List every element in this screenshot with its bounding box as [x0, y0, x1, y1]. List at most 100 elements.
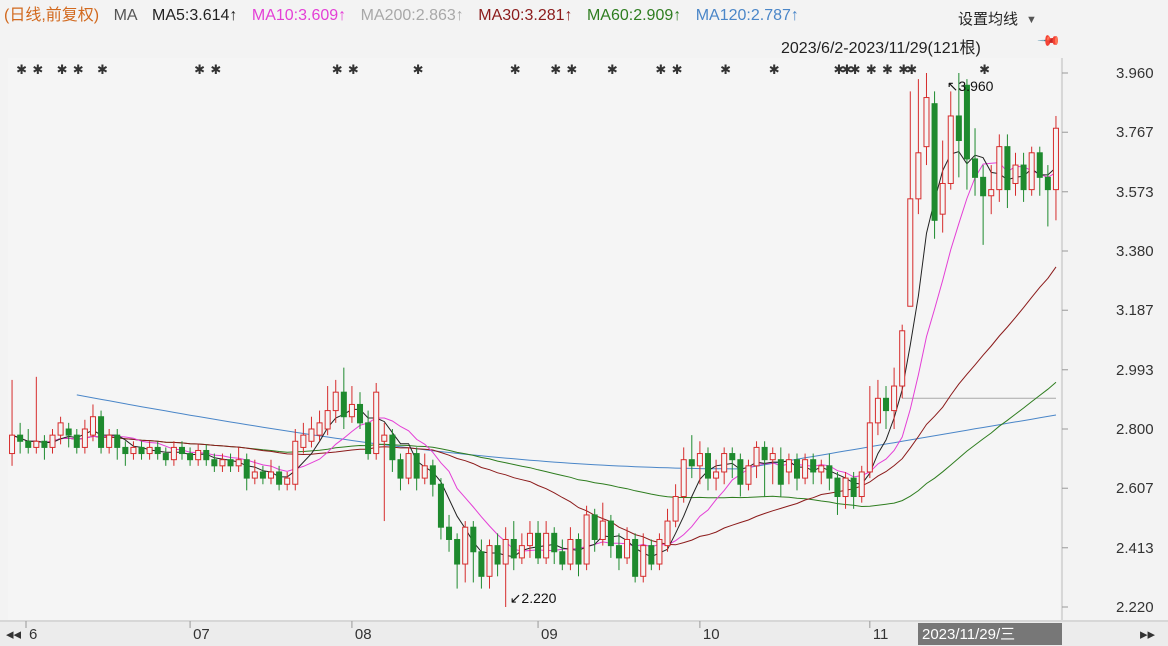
candle	[340, 367, 347, 429]
candle	[292, 429, 299, 491]
candle	[98, 410, 105, 454]
candle	[696, 441, 703, 485]
candle-body	[850, 477, 857, 498]
candle	[793, 453, 801, 491]
candle-body	[316, 422, 323, 436]
candle	[73, 429, 80, 454]
candle	[721, 447, 728, 485]
candle	[130, 441, 137, 460]
candle	[65, 422, 72, 448]
candle	[567, 527, 574, 571]
ma120-line	[76, 394, 1057, 470]
event-marker-icon: ✱	[866, 62, 877, 77]
candle	[745, 459, 752, 491]
candle	[462, 521, 469, 583]
candle	[559, 539, 566, 571]
candle-body	[106, 434, 113, 448]
event-marker-icon: ✱	[73, 62, 84, 77]
candle	[49, 429, 56, 454]
candle	[648, 539, 655, 571]
candle	[89, 404, 96, 442]
candle-body	[996, 146, 1003, 191]
candle-body	[737, 459, 744, 485]
candle	[470, 521, 477, 583]
candle	[122, 441, 129, 466]
candle	[1028, 146, 1035, 196]
candle	[324, 386, 331, 436]
candle	[899, 324, 906, 399]
y-tick-label: 2.607	[1116, 480, 1154, 497]
candle-body	[162, 453, 169, 461]
candle-body	[1036, 152, 1043, 178]
candle	[583, 505, 590, 571]
candle	[551, 527, 558, 565]
candle-body	[607, 520, 614, 547]
candle-body	[146, 446, 153, 455]
candle	[41, 435, 48, 460]
candle	[300, 422, 307, 454]
candle-body	[826, 465, 833, 479]
candle-body	[915, 152, 922, 200]
y-tick-label: 3.187	[1116, 302, 1154, 319]
candle-body	[138, 446, 145, 455]
candle	[381, 422, 388, 522]
candle-body	[559, 551, 566, 565]
candle-body	[235, 459, 242, 467]
candle-body	[65, 428, 72, 436]
candle-body	[122, 446, 129, 455]
candle	[357, 392, 364, 429]
candle	[777, 447, 784, 497]
candle	[891, 367, 898, 429]
candle	[818, 459, 825, 485]
candle	[939, 140, 946, 233]
candle	[486, 539, 493, 589]
candle	[599, 502, 606, 546]
y-tick-label: 2.413	[1116, 540, 1154, 557]
candle-body	[535, 532, 542, 559]
candle-body	[777, 459, 784, 485]
candle	[1036, 146, 1043, 196]
candle	[348, 386, 355, 423]
candle	[1004, 134, 1011, 209]
legend-ma: MA	[113, 7, 138, 24]
candle	[243, 453, 250, 491]
candle	[802, 453, 809, 485]
candle	[308, 416, 315, 448]
candle-body	[753, 446, 760, 467]
candle	[276, 465, 283, 491]
candle	[963, 79, 970, 190]
candle	[146, 441, 153, 460]
candle-body	[89, 416, 96, 436]
event-marker-icon: ✱	[720, 62, 731, 77]
candle-body	[292, 440, 299, 485]
candle-body	[98, 416, 105, 448]
candle	[421, 453, 428, 485]
candle	[713, 459, 720, 491]
candle-body	[284, 477, 291, 485]
candle	[826, 453, 833, 491]
candle-body	[713, 471, 720, 479]
candle-body	[664, 520, 671, 547]
candle-body	[680, 459, 687, 498]
candle	[1052, 115, 1059, 221]
candle-body	[567, 538, 574, 565]
candle	[251, 459, 258, 485]
candle-body	[41, 440, 48, 448]
candle	[227, 453, 234, 472]
candle-body	[154, 446, 161, 455]
candle-body	[972, 158, 979, 178]
candle	[195, 444, 202, 466]
candle	[219, 453, 226, 472]
legend-mode: (日线,前复权)	[4, 7, 100, 24]
candle	[389, 429, 396, 472]
candle	[842, 471, 849, 509]
candle-body	[389, 434, 396, 461]
candle-body	[365, 422, 372, 455]
ma-settings-button[interactable]: 设置均线 ▼	[958, 8, 1037, 29]
x-tick-label: 09	[541, 626, 558, 643]
candle-body	[227, 459, 234, 467]
candle	[17, 422, 24, 454]
event-marker-icon: ✱	[672, 62, 683, 77]
candle-body	[988, 189, 995, 197]
